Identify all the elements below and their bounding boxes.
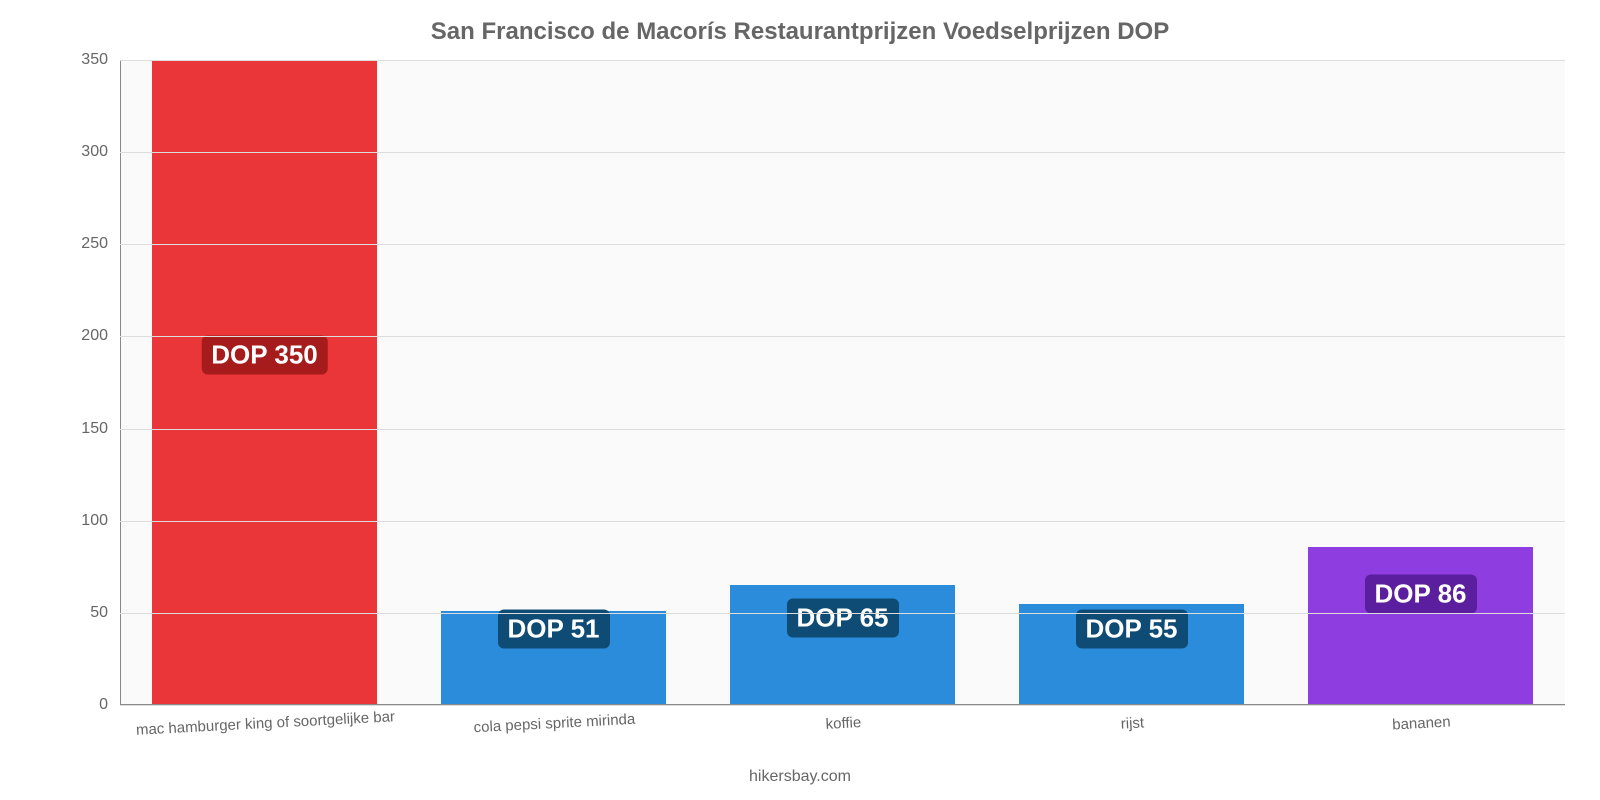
grid-line — [120, 429, 1565, 430]
y-tick-label: 50 — [58, 604, 108, 622]
chart-container: San Francisco de Macorís Restaurantprijz… — [0, 0, 1600, 800]
bar-value-label: DOP 55 — [1075, 610, 1187, 649]
bar — [1308, 547, 1533, 705]
x-tick-label: bananen — [1391, 713, 1450, 733]
bar-value-label: DOP 51 — [497, 610, 609, 649]
attribution: hikersbay.com — [0, 768, 1600, 786]
grid-line — [120, 152, 1565, 153]
y-tick-label: 300 — [58, 143, 108, 161]
x-tick-label: rijst — [1120, 714, 1144, 732]
x-tick-label: koffie — [825, 714, 861, 733]
x-tick-label: mac hamburger king of soortgelijke bar — [135, 708, 395, 739]
bar-value-label: DOP 86 — [1364, 575, 1476, 614]
grid-line — [120, 244, 1565, 245]
grid-line — [120, 705, 1565, 706]
grid-line — [120, 613, 1565, 614]
y-tick-label: 200 — [58, 327, 108, 345]
x-tick-label: cola pepsi sprite mirinda — [473, 711, 635, 736]
chart-title: San Francisco de Macorís Restaurantprijz… — [0, 0, 1600, 46]
bar-value-label: DOP 350 — [201, 335, 327, 374]
bars-layer: DOP 350 DOP 51 DOP 65 DOP 55 DOP 86 — [120, 60, 1565, 705]
y-tick-label: 350 — [58, 51, 108, 69]
bar-value-label: DOP 65 — [786, 599, 898, 638]
plot-area: DOP 350DOP 51DOP 65DOP 55DOP 86 05010015… — [120, 60, 1565, 705]
y-tick-label: 0 — [58, 696, 108, 714]
y-axis-line — [120, 60, 121, 705]
bar — [152, 60, 377, 705]
grid-line — [120, 521, 1565, 522]
y-tick-label: 150 — [58, 420, 108, 438]
grid-line — [120, 336, 1565, 337]
grid-line — [120, 60, 1565, 61]
y-tick-label: 100 — [58, 512, 108, 530]
y-tick-label: 250 — [58, 235, 108, 253]
